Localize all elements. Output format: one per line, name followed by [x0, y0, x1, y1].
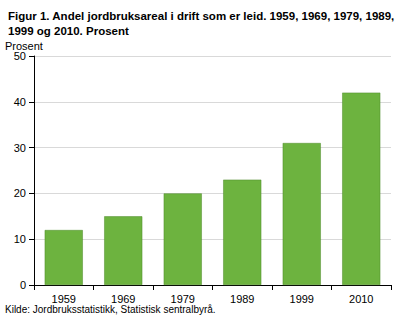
svg-text:1999: 1999 — [290, 293, 314, 305]
svg-text:30: 30 — [14, 142, 26, 154]
svg-text:Figur 1. Andel jordbruksareal: Figur 1. Andel jordbruksareal i drift so… — [8, 10, 397, 22]
svg-text:Prosent: Prosent — [5, 39, 43, 52]
svg-text:50: 50 — [14, 50, 26, 62]
svg-text:2010: 2010 — [349, 293, 373, 305]
svg-text:1989: 1989 — [230, 293, 254, 305]
svg-text:1969: 1969 — [111, 293, 135, 305]
svg-text:10: 10 — [14, 233, 26, 245]
svg-text:1979: 1979 — [171, 293, 195, 305]
svg-text:40: 40 — [14, 96, 26, 108]
svg-text:Kilde: Jordbruksstatistikk, St: Kilde: Jordbruksstatistikk, Statistisk s… — [5, 304, 216, 315]
svg-text:0: 0 — [20, 279, 26, 291]
svg-text:1959: 1959 — [52, 293, 76, 305]
svg-text:20: 20 — [14, 187, 26, 199]
svg-text:1999 og 2010. Prosent: 1999 og 2010. Prosent — [8, 25, 129, 37]
